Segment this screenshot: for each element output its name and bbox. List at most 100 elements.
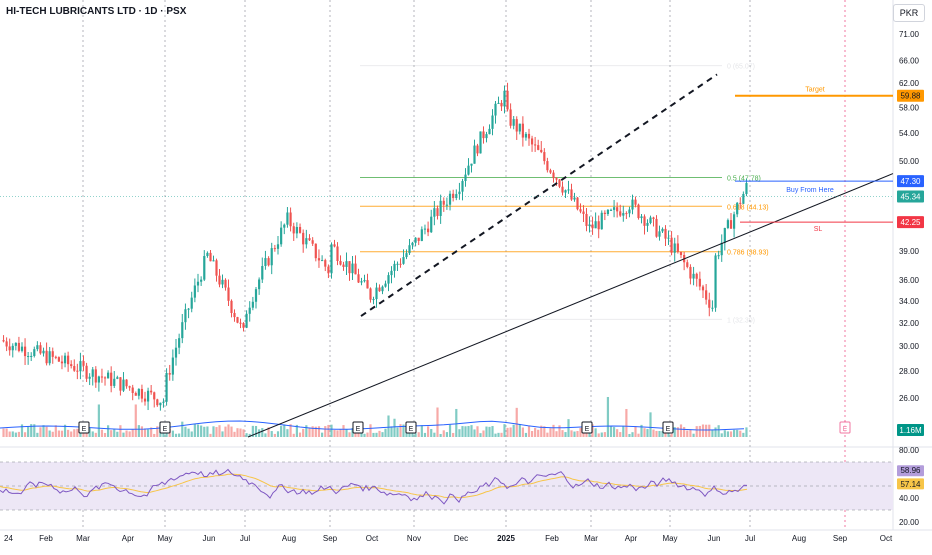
- candle-body: [171, 357, 174, 375]
- volume-bar: [679, 424, 683, 437]
- candle-body: [473, 145, 476, 164]
- earnings-marker[interactable]: [78, 421, 90, 434]
- candle-body: [732, 214, 736, 229]
- volume-bar: [488, 426, 491, 437]
- candle-body: [324, 260, 327, 267]
- volume-bar: [573, 431, 576, 437]
- volume-bar: [20, 424, 24, 437]
- candle-body: [33, 349, 36, 356]
- candle-body: [686, 262, 689, 267]
- earnings-marker[interactable]: [159, 421, 171, 434]
- volume-bar: [378, 430, 381, 437]
- candle-body: [369, 288, 372, 300]
- volume-bar: [736, 429, 739, 437]
- volume-bar: [433, 432, 436, 437]
- candle-body: [51, 351, 54, 357]
- rsi-line: [0, 468, 748, 505]
- candle-body: [393, 263, 396, 271]
- earnings-marker[interactable]: [581, 421, 593, 434]
- candle-body: [631, 199, 634, 210]
- candle-body: [467, 165, 470, 175]
- volume-bar: [23, 432, 27, 437]
- volume-bar: [321, 432, 324, 437]
- candle-body: [258, 279, 261, 290]
- candle-body: [327, 266, 330, 274]
- candle-body: [330, 244, 333, 274]
- candle-body: [408, 245, 411, 254]
- candle-body: [745, 183, 748, 194]
- candle-body: [94, 369, 97, 383]
- volume-bar: [546, 432, 549, 437]
- volume-bar: [348, 432, 351, 437]
- candle-body: [411, 242, 414, 246]
- volume-bar: [552, 424, 555, 437]
- candle-body: [524, 133, 528, 138]
- candle-body: [375, 287, 378, 300]
- x-axis-tick-label: May: [662, 534, 677, 543]
- candle-body: [122, 379, 125, 391]
- volume-bar: [295, 424, 298, 437]
- volume-bar: [530, 430, 534, 437]
- volume-bar: [116, 431, 119, 437]
- earnings-marker-label: E: [666, 426, 671, 433]
- volume-bar: [482, 430, 485, 437]
- volume-bar: [200, 425, 203, 437]
- y-axis-tick-label: 39.00: [899, 247, 920, 256]
- candle-body: [739, 202, 742, 204]
- volume-bar: [423, 432, 427, 437]
- currency-label[interactable]: PKR: [893, 4, 925, 22]
- volume-bar: [676, 427, 679, 437]
- candle-body: [196, 281, 200, 286]
- candle-body: [360, 281, 363, 283]
- volume-bar: [473, 429, 476, 437]
- candle-body: [655, 218, 658, 237]
- y-axis-tick-label: 34.00: [899, 297, 920, 306]
- volume-bar: [125, 430, 128, 437]
- candle-body: [17, 342, 21, 351]
- candle-body: [292, 226, 295, 234]
- candle-body: [399, 263, 402, 265]
- volume-bar: [686, 430, 689, 437]
- volume-bar: [692, 433, 695, 437]
- earnings-marker[interactable]: [662, 421, 674, 434]
- candle-body: [305, 238, 308, 245]
- candle-body: [521, 123, 524, 138]
- volume-bar: [711, 429, 714, 437]
- y-axis-tick-label: 58.00: [899, 103, 920, 112]
- volume-bar: [399, 424, 402, 437]
- fib-level-label: 0 (65.07): [727, 64, 755, 71]
- candle-body: [628, 209, 631, 214]
- y-axis-tick-label: 62.00: [899, 79, 920, 88]
- candle-body: [354, 263, 357, 275]
- candle-body: [708, 299, 711, 308]
- volume-bar: [467, 426, 470, 437]
- candle-body: [509, 109, 512, 126]
- candle-body: [616, 207, 619, 212]
- volume-bar: [258, 429, 261, 437]
- candle-body: [264, 258, 267, 267]
- volume-bar: [729, 431, 733, 437]
- volume-bar: [30, 424, 33, 437]
- volume-bar: [390, 426, 393, 437]
- rsi-tick-label: 80.00: [899, 446, 920, 455]
- earnings-marker[interactable]: [405, 421, 417, 434]
- volume-bar: [251, 425, 254, 437]
- earnings-marker[interactable]: [839, 421, 851, 434]
- last-price-badge: [897, 190, 924, 203]
- volume-bar: [705, 424, 708, 437]
- candle-body: [143, 398, 147, 402]
- earnings-marker[interactable]: [352, 421, 364, 434]
- x-axis-tick-label: Apr: [122, 534, 135, 543]
- rsi-ma-label: 57.14: [900, 480, 921, 489]
- candle-body: [534, 144, 537, 146]
- volume-bar: [203, 426, 206, 437]
- candle-body: [308, 238, 311, 241]
- volume-bar: [184, 426, 187, 437]
- candle-body: [276, 244, 280, 249]
- fib-level-label: 0.5 (47.78): [727, 176, 761, 183]
- last-price-label: 45.34: [900, 193, 921, 202]
- volume-bar: [567, 419, 570, 437]
- candle-body: [439, 200, 442, 216]
